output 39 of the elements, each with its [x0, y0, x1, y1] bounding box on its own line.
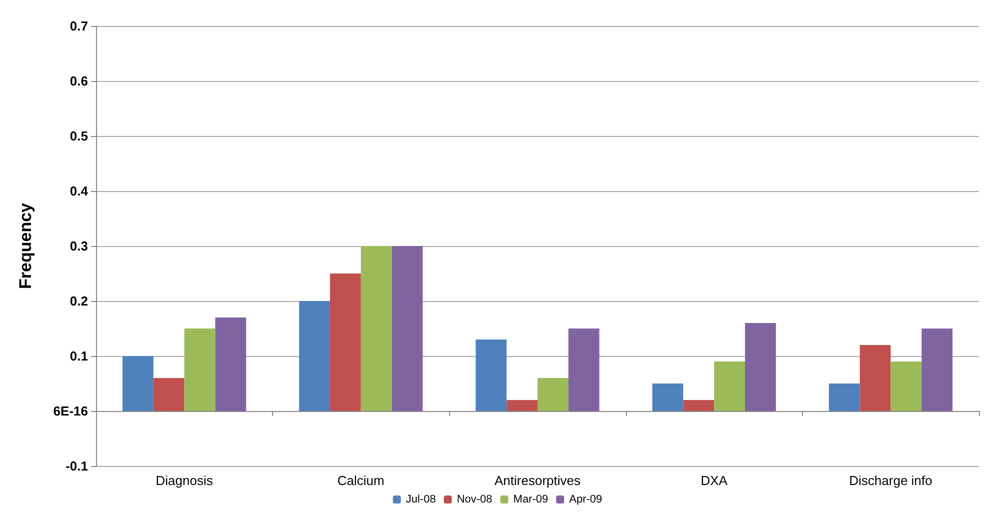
bar: [538, 378, 568, 411]
y-tick-label: 0.4: [70, 184, 89, 198]
x-tick-label: Discharge info: [849, 473, 932, 488]
legend-label: Jul-08: [406, 494, 436, 506]
bar: [476, 340, 507, 411]
bar: [215, 318, 246, 411]
bar: [299, 301, 330, 411]
bar: [392, 246, 423, 411]
x-tick-label: Antiresorptives: [494, 473, 581, 488]
bar: [860, 345, 891, 411]
bar: [890, 362, 922, 411]
bar: [506, 400, 538, 411]
y-axis-title: Frequency: [16, 202, 35, 289]
bar: [714, 362, 746, 411]
bar: [745, 323, 776, 411]
y-tick-label: 0.1: [70, 348, 88, 364]
legend-label: Nov-08: [456, 494, 492, 506]
y-tick-label: 0.6: [70, 74, 88, 88]
bar: [330, 274, 361, 411]
y-tick-label: 6E-16: [53, 404, 88, 418]
legend-label: Mar-09: [513, 494, 548, 506]
bar: [922, 328, 953, 411]
bar: [683, 400, 714, 411]
y-tick-label: 0.2: [70, 294, 88, 308]
x-tick-label: DXA: [700, 473, 728, 488]
y-tick-label: -0.1: [66, 458, 88, 474]
legend-label: Apr-09: [569, 494, 602, 506]
bar: [122, 356, 154, 411]
y-tick-label: 0.3: [70, 238, 88, 254]
bar: [828, 384, 860, 411]
x-tick-label: Diagnosis: [156, 473, 214, 488]
y-tick-label: 0.7: [70, 18, 88, 34]
x-tick-label: Calcium: [337, 473, 384, 488]
y-tick-label: 0.5: [70, 128, 88, 144]
bar: [184, 328, 216, 411]
bar: [360, 246, 392, 411]
bar: [652, 384, 684, 411]
bar: [153, 378, 184, 411]
bar: [568, 328, 600, 411]
